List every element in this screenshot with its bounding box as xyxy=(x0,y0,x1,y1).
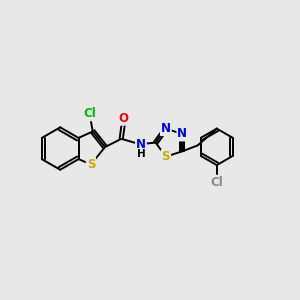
Text: N: N xyxy=(177,128,187,140)
Text: N: N xyxy=(136,138,146,151)
Text: S: S xyxy=(162,150,170,163)
Text: Cl: Cl xyxy=(83,107,96,120)
Text: N: N xyxy=(161,122,171,135)
Text: S: S xyxy=(87,158,95,171)
Text: H: H xyxy=(136,149,146,159)
Text: O: O xyxy=(118,112,129,125)
Text: Cl: Cl xyxy=(210,176,223,189)
